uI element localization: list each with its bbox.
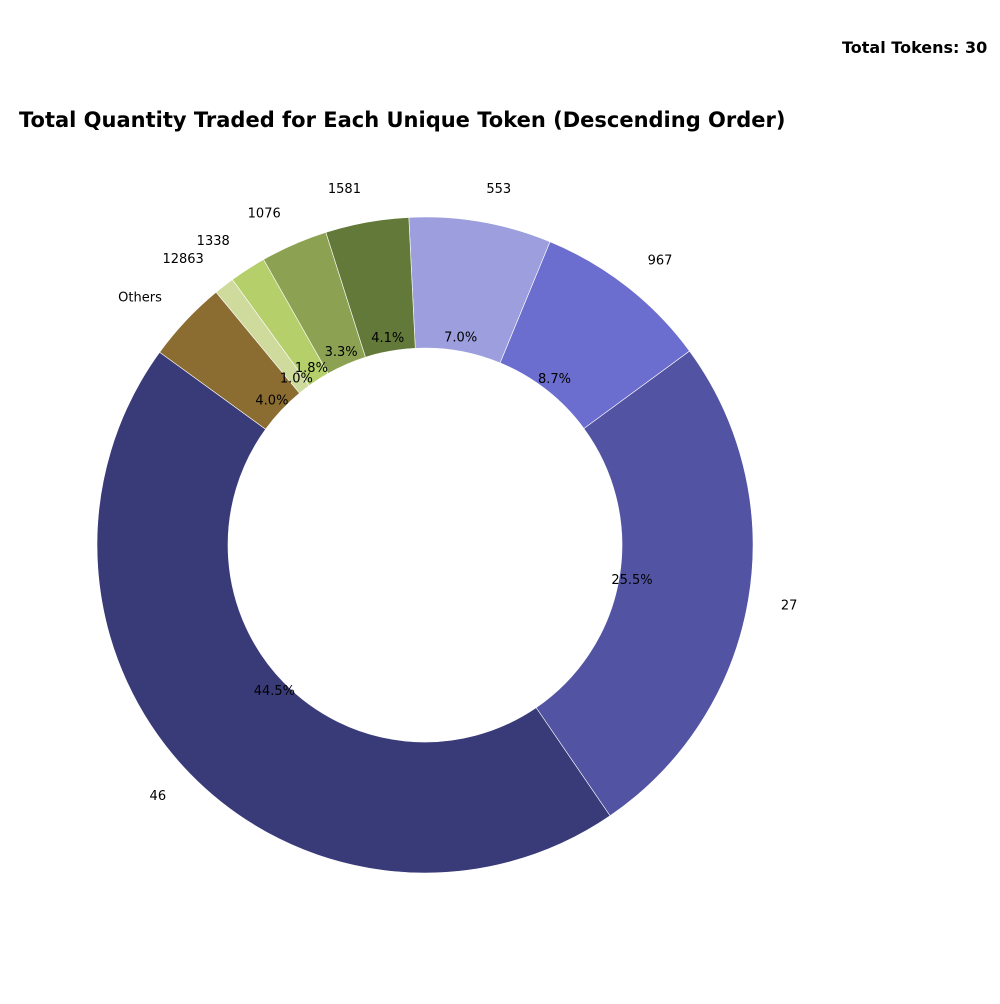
total-tokens-annotation: Total Tokens: 30 bbox=[842, 38, 987, 57]
slice-others bbox=[159, 291, 300, 430]
slice-percent-46: 44.5% bbox=[254, 684, 295, 699]
labels-layer: 46 44.5% 27 25.5% 967 8.7% 553 7.0% 1581 4.1% 1076… bbox=[118, 182, 797, 804]
slice-percent-12863: 1.0% bbox=[280, 372, 313, 387]
slice-percent-553: 7.0% bbox=[444, 331, 477, 346]
slice-percent-1581: 4.1% bbox=[371, 331, 404, 346]
slices-layer bbox=[96, 216, 754, 874]
slice-label-967: 967 bbox=[648, 253, 673, 268]
slice-percent-967: 8.7% bbox=[538, 372, 571, 387]
slice-46 bbox=[96, 351, 611, 874]
slice-label-others: Others bbox=[118, 290, 162, 305]
slice-label-27: 27 bbox=[781, 598, 798, 613]
slice-label-46: 46 bbox=[150, 789, 167, 804]
chart-title: Total Quantity Traded for Each Unique To… bbox=[19, 108, 785, 132]
slice-label-553: 553 bbox=[486, 182, 511, 197]
slice-label-12863: 12863 bbox=[162, 252, 203, 267]
slice-percent-1076: 3.3% bbox=[325, 345, 358, 360]
slice-percent-1338: 1.8% bbox=[295, 361, 328, 376]
slice-percent-27: 25.5% bbox=[611, 573, 652, 588]
slice-label-1338: 1338 bbox=[197, 234, 230, 249]
slice-percent-others: 4.0% bbox=[255, 394, 288, 409]
slice-27 bbox=[535, 350, 754, 817]
slice-label-1581: 1581 bbox=[328, 182, 361, 197]
slice-label-1076: 1076 bbox=[248, 207, 281, 222]
